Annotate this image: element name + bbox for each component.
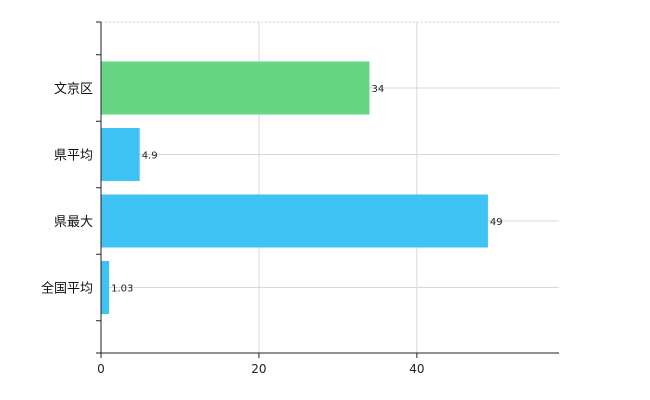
- bar: [101, 128, 140, 181]
- bar-value-label: 49: [490, 217, 503, 228]
- x-tick-label: 40: [409, 362, 424, 376]
- bar-value-label: 4.9: [142, 151, 158, 162]
- bars-layer: [101, 61, 488, 314]
- bar: [101, 61, 370, 115]
- bar: [101, 261, 110, 314]
- category-label: 文京区: [54, 82, 93, 97]
- axes-layer: [96, 21, 559, 358]
- bar-value-label: 34: [371, 84, 384, 95]
- x-tick-label: 0: [97, 362, 105, 376]
- category-label: 県最大: [54, 215, 93, 230]
- bar: [101, 194, 488, 248]
- category-label: 全国平均: [41, 281, 93, 297]
- bar-value-label: 1.03: [111, 284, 133, 295]
- category-label: 県平均: [54, 149, 93, 164]
- x-tick-label: 20: [251, 362, 266, 376]
